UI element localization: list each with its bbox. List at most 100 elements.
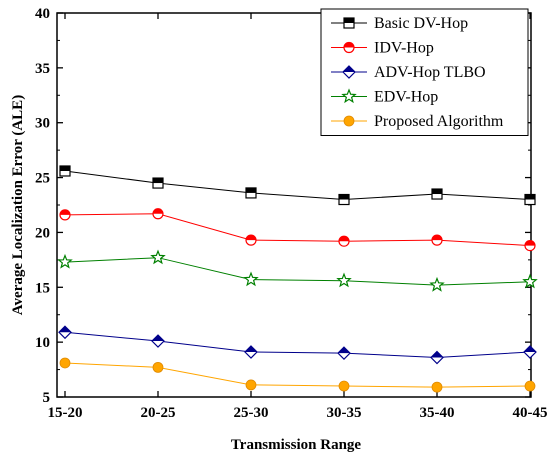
marker-body: [522, 273, 538, 289]
marker-fill: [60, 209, 70, 215]
legend-marker: [341, 88, 357, 104]
marker-fill: [432, 189, 442, 195]
y-tick-label: 15: [35, 280, 50, 296]
marker-fill: [338, 347, 350, 354]
data-point: [431, 234, 443, 246]
y-tick-label: 40: [35, 6, 50, 22]
data-point: [245, 187, 257, 199]
marker-body: [57, 253, 73, 269]
series-proposed-algorithm: [59, 357, 536, 393]
marker-body: [150, 249, 166, 265]
series-line: [64, 257, 531, 286]
series-line: [64, 213, 531, 247]
marker-body: [343, 115, 355, 127]
legend-label: Basic DV-Hop: [374, 15, 468, 32]
y-tick-label: 5: [43, 390, 51, 406]
data-point: [522, 273, 538, 289]
marker-fill: [525, 194, 535, 200]
data-point: [245, 379, 257, 391]
x-tick-label: 15-20: [48, 405, 83, 421]
legend: Basic DV-Hop IDV-Hop ADV-Hop TLBO EDV-Hop Pr…: [320, 8, 529, 136]
y-tick-label: 30: [35, 116, 50, 132]
marker-fill: [431, 351, 443, 358]
x-axis-title: Transmission Range: [231, 437, 362, 453]
marker-fill: [153, 178, 163, 184]
data-point: [430, 350, 444, 365]
marker-fill: [245, 346, 257, 353]
y-axis-title: Average Localization Error (ALE): [10, 95, 26, 315]
data-point: [338, 380, 350, 392]
data-point: [59, 357, 71, 369]
y-tick-label: 35: [35, 61, 50, 77]
data-point: [337, 346, 351, 360]
marker-body: [341, 88, 357, 104]
series-edv-hop: [57, 249, 538, 292]
data-point: [523, 345, 537, 359]
data-point: [150, 249, 166, 265]
data-point: [244, 345, 258, 359]
data-point: [243, 271, 259, 287]
data-point: [152, 208, 164, 220]
x-tick-label: 30-35: [327, 405, 362, 421]
marker-body: [431, 381, 443, 393]
x-tick-label: 25-30: [234, 405, 269, 421]
marker-body: [245, 379, 257, 391]
data-point: [152, 177, 164, 189]
marker-body: [429, 276, 445, 292]
legend-marker: [343, 41, 355, 54]
marker-fill: [344, 18, 354, 23]
series-adv-hop-tlbo: [58, 325, 537, 365]
data-point: [338, 193, 350, 206]
x-tick-label: 20-25: [141, 405, 176, 421]
marker-fill: [153, 208, 163, 214]
x-tick-label: 40-45: [513, 405, 548, 421]
marker-body: [59, 357, 71, 369]
data-point: [245, 234, 257, 246]
series-idv-hop: [59, 208, 536, 252]
data-point: [58, 325, 72, 340]
data-point: [57, 253, 73, 269]
series-basic-dv-hop: [59, 165, 536, 206]
marker-body: [338, 380, 350, 392]
data-point: [431, 188, 443, 200]
plot-area: 5 10 15 20 25 30 35 40 15-20 20-25 25-30 30-35 35-40…: [35, 6, 548, 421]
legend-marker: [343, 115, 355, 127]
marker-fill: [525, 240, 535, 246]
series-line: [64, 170, 531, 201]
y-tick-label: 10: [35, 335, 50, 351]
data-point: [524, 193, 536, 206]
marker-fill: [60, 165, 70, 171]
marker-fill: [246, 187, 256, 193]
data-point: [429, 276, 445, 292]
data-point: [431, 381, 443, 393]
data-point: [524, 380, 536, 392]
legend-label: IDV-Hop: [374, 40, 434, 57]
marker-fill: [432, 235, 442, 241]
data-point: [59, 165, 71, 177]
series-line: [64, 331, 531, 359]
x-tick-label: 35-40: [420, 405, 455, 421]
series-line: [64, 362, 531, 388]
marker-body: [243, 271, 259, 287]
marker-fill: [246, 235, 256, 241]
y-tick-label: 25: [35, 171, 50, 187]
marker-fill: [344, 42, 354, 48]
data-point: [336, 272, 352, 288]
marker-fill: [59, 326, 71, 333]
data-point: [59, 209, 71, 221]
data-point: [524, 239, 536, 252]
legend-label: EDV-Hop: [374, 89, 438, 106]
data-point: [152, 361, 164, 373]
y-tick-label: 20: [35, 225, 50, 241]
legend-marker: [343, 17, 355, 29]
marker-fill: [339, 194, 349, 200]
legend-marker: [342, 65, 356, 79]
legend-label: Proposed Algorithm: [374, 113, 504, 130]
marker-fill: [152, 335, 164, 342]
data-point: [151, 334, 165, 348]
marker-fill: [524, 346, 536, 353]
marker-body: [152, 361, 164, 373]
legend-label: ADV-Hop TLBO: [374, 64, 486, 81]
marker-body: [524, 380, 536, 392]
